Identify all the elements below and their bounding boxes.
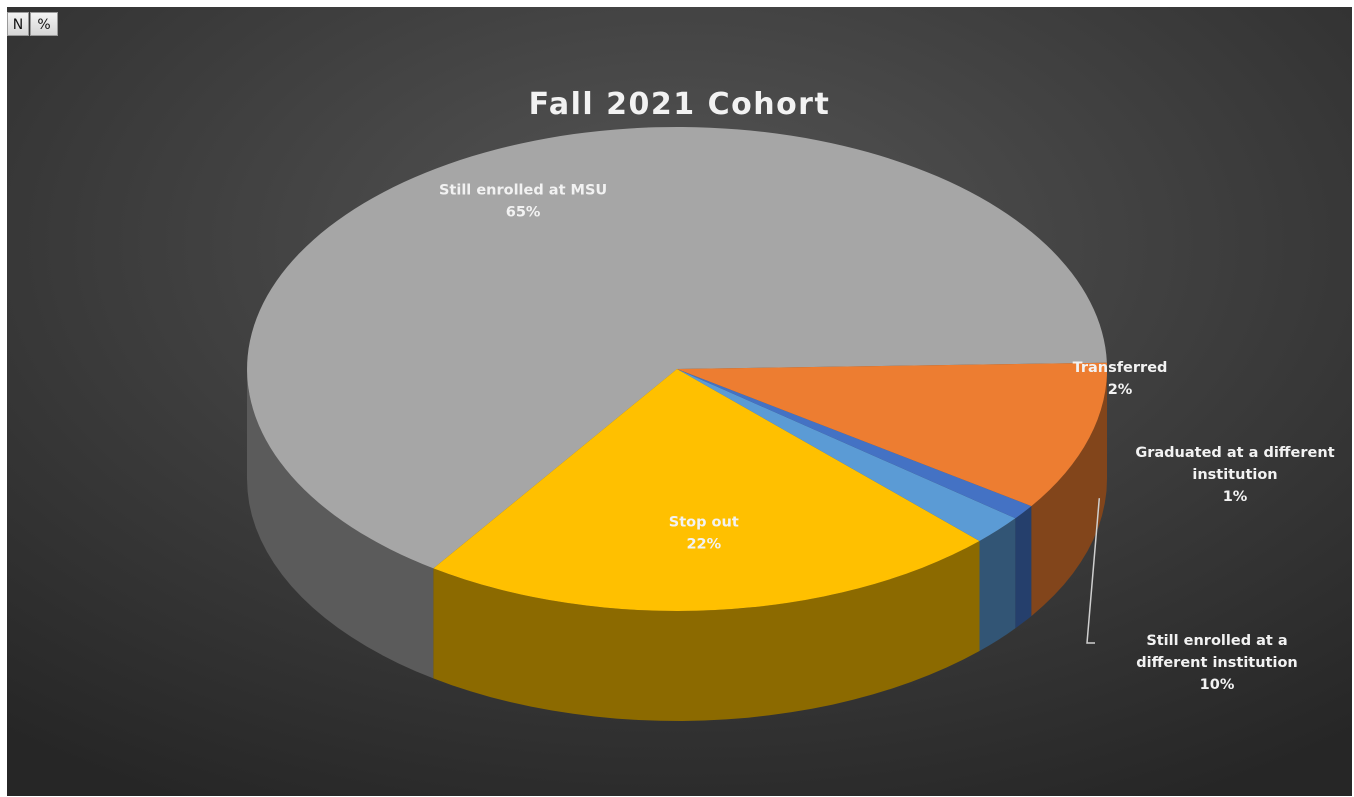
pie-side-wall: [247, 369, 434, 679]
data-label-still-enrolled-at-a-different-institution: Still enrolled at a different institution…: [1136, 633, 1297, 693]
data-label-stop-out: Stop out 22%: [669, 515, 739, 553]
pie-slice-graduated-at-a-different-institution: [677, 369, 1032, 519]
leader-line: [1086, 498, 1101, 644]
percent-toggle-button[interactable]: %: [30, 12, 58, 36]
pie-chart: Still enrolled at MSU 65% Stop out 22% Trans…: [247, 126, 1335, 721]
pie-side-wall: [1031, 369, 1107, 617]
data-label-graduated-at-a-different-institution: Graduated at a different institution 1%: [1135, 445, 1334, 505]
data-label-still-enrolled-at-msu: Still enrolled at MSU 65%: [439, 183, 607, 221]
pie-slice-stop-out: [433, 369, 980, 611]
pie-slice-transferred: [677, 369, 1016, 541]
chart-area: N % Fall 2021 Cohort Still enrolled at M…: [7, 7, 1352, 796]
pie-side-wall: [433, 541, 980, 721]
count-toggle-button[interactable]: N: [7, 12, 29, 36]
data-label-transferred: Transferred 2%: [1073, 360, 1168, 398]
pie-slice-still-enrolled-at-msu: [247, 126, 1107, 569]
pie-side-wall: [979, 518, 1016, 651]
pie-slice-still-enrolled-at-a-different-institution: [677, 362, 1108, 507]
pie-side-wall: [1015, 506, 1032, 629]
chart-title: Fall 2021 Cohort: [528, 87, 831, 122]
